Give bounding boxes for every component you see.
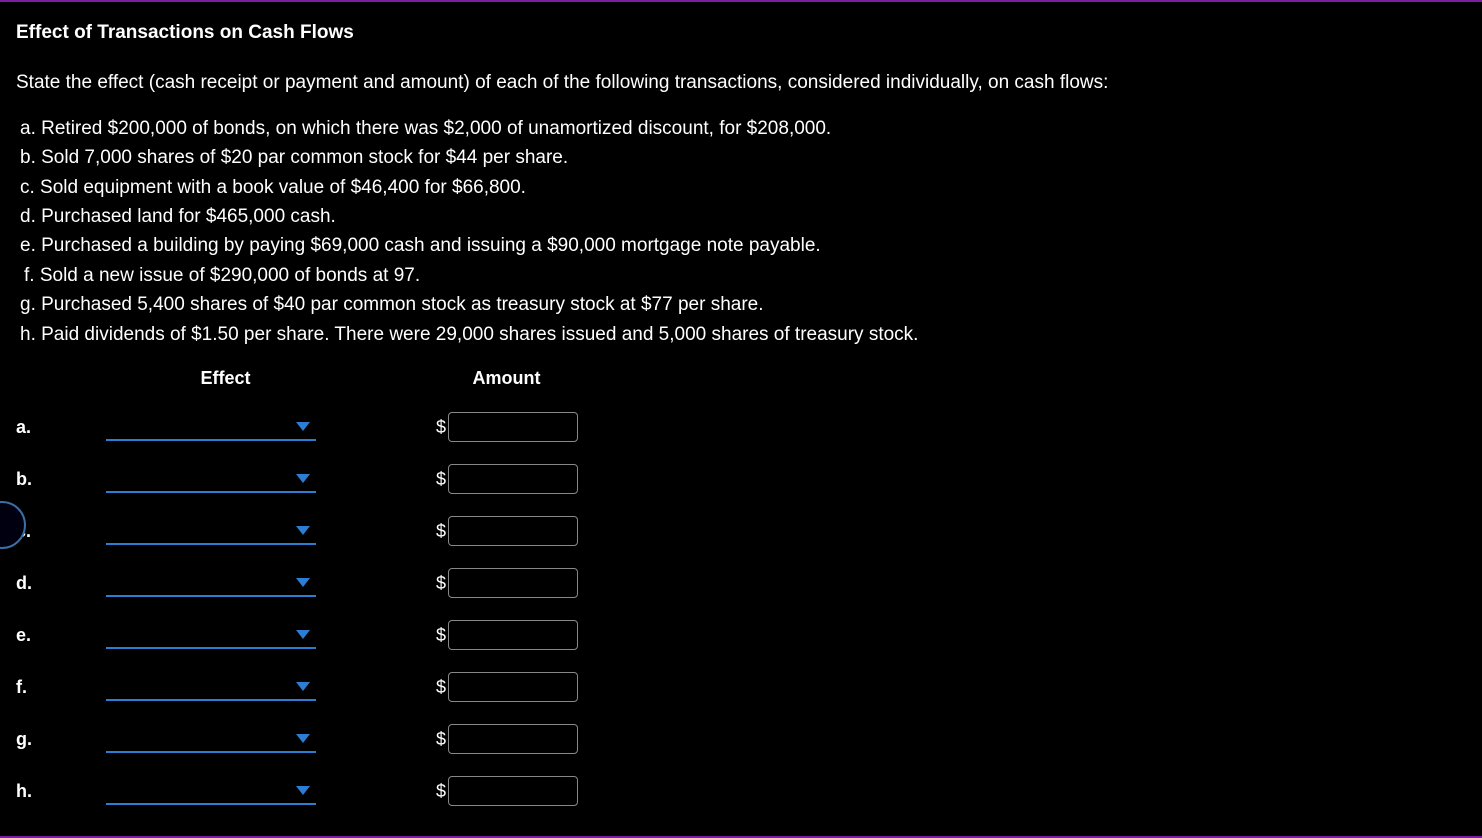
amount-input-f[interactable] <box>448 672 578 702</box>
chevron-down-icon <box>296 526 310 535</box>
row-label-d: d. <box>16 557 106 609</box>
effect-select-a[interactable] <box>106 413 316 441</box>
transaction-item-f: f. Sold a new issue of $290,000 of bonds… <box>16 261 1466 290</box>
effect-select-b[interactable] <box>106 465 316 493</box>
currency-symbol: $ <box>436 625 446 646</box>
row-label-c: c. <box>16 505 106 557</box>
effect-select-f[interactable] <box>106 673 316 701</box>
transaction-list: a. Retired $200,000 of bonds, on which t… <box>16 114 1466 350</box>
currency-symbol: $ <box>436 781 446 802</box>
transaction-item-b: b. Sold 7,000 shares of $20 par common s… <box>16 143 1466 172</box>
effect-select-g[interactable] <box>106 725 316 753</box>
table-row: g. $ <box>16 713 578 765</box>
chevron-down-icon <box>296 422 310 431</box>
transaction-item-h: h. Paid dividends of $1.50 per share. Th… <box>16 320 1466 349</box>
question-container: Effect of Transactions on Cash Flows Sta… <box>0 0 1482 838</box>
amount-input-a[interactable] <box>448 412 578 442</box>
row-label-g: g. <box>16 713 106 765</box>
table-row: c. $ <box>16 505 578 557</box>
effect-select-h[interactable] <box>106 777 316 805</box>
chevron-down-icon <box>296 682 310 691</box>
answer-table: Effect Amount a. $ b. <box>16 367 578 817</box>
effect-select-c[interactable] <box>106 517 316 545</box>
chevron-down-icon <box>296 474 310 483</box>
question-instruction: State the effect (cash receipt or paymen… <box>16 70 1466 96</box>
amount-input-b[interactable] <box>448 464 578 494</box>
row-label-a: a. <box>16 401 106 453</box>
chevron-down-icon <box>296 578 310 587</box>
row-label-e: e. <box>16 609 106 661</box>
table-row: b. $ <box>16 453 578 505</box>
effect-select-d[interactable] <box>106 569 316 597</box>
currency-symbol: $ <box>436 677 446 698</box>
transaction-item-a: a. Retired $200,000 of bonds, on which t… <box>16 114 1466 143</box>
amount-input-g[interactable] <box>448 724 578 754</box>
row-label-b: b. <box>16 453 106 505</box>
amount-column-header: Amount <box>436 367 578 401</box>
table-row: d. $ <box>16 557 578 609</box>
transaction-item-g: g. Purchased 5,400 shares of $40 par com… <box>16 290 1466 319</box>
amount-input-d[interactable] <box>448 568 578 598</box>
currency-symbol: $ <box>436 521 446 542</box>
amount-input-c[interactable] <box>448 516 578 546</box>
table-row: h. $ <box>16 765 578 817</box>
effect-column-header: Effect <box>106 367 346 401</box>
chevron-down-icon <box>296 630 310 639</box>
amount-input-h[interactable] <box>448 776 578 806</box>
transaction-item-c: c. Sold equipment with a book value of $… <box>16 173 1466 202</box>
table-row: e. $ <box>16 609 578 661</box>
currency-symbol: $ <box>436 417 446 438</box>
transaction-item-e: e. Purchased a building by paying $69,00… <box>16 231 1466 260</box>
chevron-down-icon <box>296 734 310 743</box>
row-label-h: h. <box>16 765 106 817</box>
currency-symbol: $ <box>436 573 446 594</box>
amount-input-e[interactable] <box>448 620 578 650</box>
currency-symbol: $ <box>436 729 446 750</box>
effect-select-e[interactable] <box>106 621 316 649</box>
transaction-item-d: d. Purchased land for $465,000 cash. <box>16 202 1466 231</box>
row-label-f: f. <box>16 661 106 713</box>
table-row: f. $ <box>16 661 578 713</box>
question-title: Effect of Transactions on Cash Flows <box>16 22 1466 44</box>
table-row: a. $ <box>16 401 578 453</box>
chevron-down-icon <box>296 786 310 795</box>
currency-symbol: $ <box>436 469 446 490</box>
